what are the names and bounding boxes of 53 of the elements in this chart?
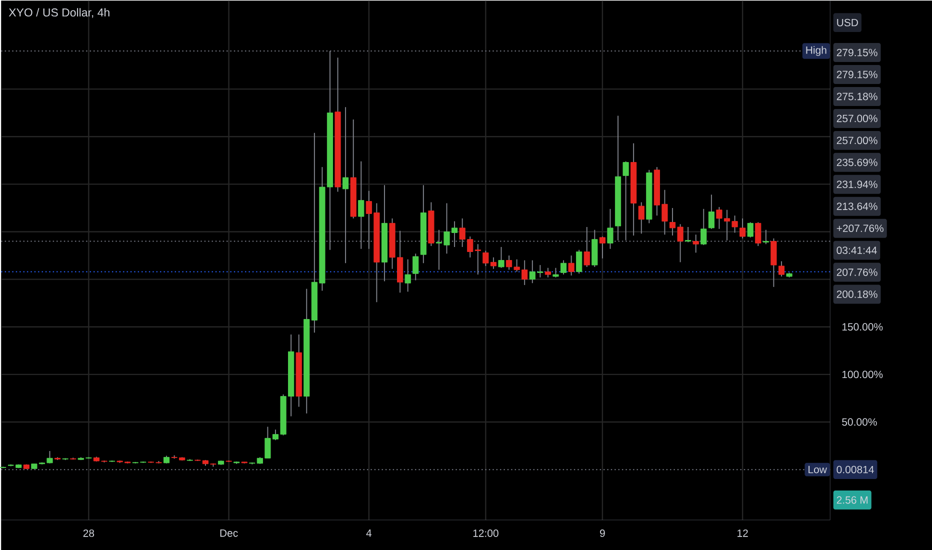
- candlestick: [708, 194, 714, 230]
- candlestick: [700, 208, 707, 246]
- candlestick: [358, 160, 364, 250]
- candlestick: [552, 267, 559, 278]
- candlestick: [622, 160, 629, 241]
- candlestick: [584, 226, 590, 268]
- x-tick-label: 4: [366, 530, 372, 537]
- text: 231.94%: [836, 180, 878, 188]
- text: 03:41:44: [836, 246, 877, 254]
- candlestick: [638, 202, 644, 234]
- x-tick-label: 9: [600, 530, 605, 537]
- ref-line-label: Low: [808, 466, 827, 474]
- y-tick-label: 150.00%: [842, 323, 883, 331]
- candlestick: [770, 238, 777, 288]
- text: 257.00%: [836, 114, 878, 122]
- candlestick: [747, 222, 754, 238]
- x-tick-label: 28: [83, 530, 94, 537]
- candlestick: [607, 208, 614, 250]
- text: 257.00%: [836, 136, 878, 144]
- candlestick: [692, 234, 699, 254]
- ref-line-label: High: [806, 46, 826, 56]
- text: 235.69%: [836, 158, 878, 166]
- candlestick: [762, 229, 769, 245]
- candlestick: [755, 222, 762, 246]
- candlestick: [544, 267, 551, 278]
- candlestick: [498, 246, 504, 268]
- candlestick: [740, 218, 746, 239]
- candlestick: [599, 236, 606, 259]
- text: 275.18%: [836, 92, 878, 100]
- candlestick: [560, 260, 567, 276]
- text: 2.56 M: [836, 496, 868, 504]
- x-tick-label: Dec: [220, 530, 238, 537]
- candlestick: [342, 106, 349, 264]
- candlestick: [404, 258, 411, 292]
- candlestick: [685, 226, 692, 243]
- text: 200.18%: [836, 290, 878, 298]
- y-tick-label: 100.00%: [842, 370, 883, 378]
- text: XYO / US Dollar, 4h: [8, 8, 110, 18]
- text: 279.15%: [836, 70, 878, 78]
- text: 279.15%: [836, 48, 878, 56]
- candlestick: [778, 260, 785, 277]
- text: +207.76%: [836, 224, 884, 232]
- text: 207.76%: [836, 268, 878, 276]
- x-tick-label: 12:00: [473, 530, 498, 537]
- candlestick: [474, 244, 481, 276]
- text: USD: [837, 18, 858, 26]
- text: 213.64%: [836, 202, 878, 210]
- x-tick-label: 12: [738, 530, 748, 537]
- y-tick-label: 50.00%: [842, 418, 877, 426]
- candlestick: [576, 249, 582, 274]
- candlestick: [568, 255, 574, 276]
- text: 0.00814: [836, 466, 874, 474]
- candlestick: [412, 253, 419, 281]
